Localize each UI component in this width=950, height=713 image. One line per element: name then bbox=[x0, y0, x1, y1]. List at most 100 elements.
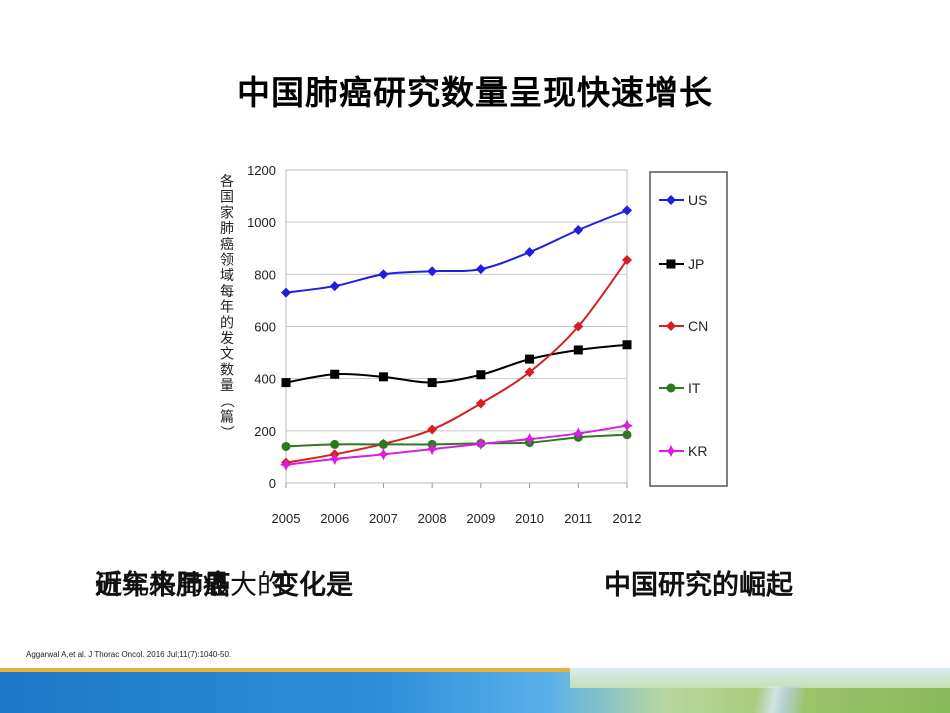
y-axis-label-char: 每 bbox=[220, 284, 234, 300]
series-us-point bbox=[622, 205, 632, 216]
legend-item-jp-label: JP bbox=[688, 256, 704, 272]
series-it-point bbox=[330, 439, 340, 449]
y-axis-label-char: （ bbox=[218, 394, 234, 408]
y-axis-label-char: 家 bbox=[220, 204, 234, 221]
y-tick-label: 200 bbox=[254, 424, 276, 439]
series-us-point bbox=[573, 224, 584, 235]
series-jp-point bbox=[476, 370, 486, 380]
series-group bbox=[280, 205, 633, 471]
caption-right: 中国研究的崛起 bbox=[604, 570, 793, 601]
x-tick-label: 2011 bbox=[564, 511, 592, 526]
series-us-point bbox=[378, 269, 389, 280]
series-it-point bbox=[281, 441, 291, 451]
legend-item-cn-marker bbox=[666, 321, 676, 331]
footer-stripe bbox=[0, 668, 600, 672]
x-tick-label: 2012 bbox=[613, 511, 642, 526]
y-tick-label: 800 bbox=[254, 267, 276, 282]
series-jp-point bbox=[330, 369, 340, 379]
x-tick-label: 2006 bbox=[320, 511, 349, 526]
y-tick-label: 400 bbox=[254, 372, 276, 387]
y-axis-label-char: 文 bbox=[220, 347, 234, 363]
y-axis-label-char: 癌 bbox=[220, 237, 234, 253]
citation: Aggarwal A,et al. J Thorac Oncol. 2016 J… bbox=[26, 650, 232, 659]
x-tick-label: 2008 bbox=[418, 511, 447, 526]
series-cn-point bbox=[475, 398, 486, 409]
legend-item-it: IT bbox=[659, 380, 701, 396]
y-axis-label-char: 肺 bbox=[220, 221, 234, 237]
y-axis-label-char: 国 bbox=[220, 190, 234, 206]
y-axis-label-char: 数 bbox=[220, 362, 234, 378]
series-us-line bbox=[285, 209, 628, 294]
series-kr-point bbox=[328, 453, 341, 466]
series-kr-point bbox=[621, 419, 633, 432]
caption-left-text-c: 变化是 bbox=[272, 570, 353, 601]
footer-banner bbox=[0, 668, 950, 713]
legend-item-us: US bbox=[659, 192, 707, 208]
series-it-point bbox=[378, 439, 388, 449]
series-kr-point bbox=[426, 443, 439, 456]
series-jp-point bbox=[525, 354, 535, 364]
legend-item-kr-label: KR bbox=[688, 443, 707, 459]
series-kr bbox=[280, 419, 633, 471]
legend-item-it-label: IT bbox=[688, 380, 701, 396]
series-jp-point bbox=[427, 378, 437, 388]
x-tick-label: 2009 bbox=[466, 511, 495, 526]
x-tick-label: 2005 bbox=[272, 511, 301, 526]
y-axis-label-char: 域 bbox=[220, 268, 234, 284]
legend: US JP CN IT KR bbox=[649, 171, 728, 487]
caption-left-text-a: 研究格局最大的 bbox=[95, 570, 284, 601]
series-us bbox=[281, 205, 632, 298]
y-tick-labels: 0 200 400 600 800 1000 1200 bbox=[247, 163, 276, 491]
series-kr-point bbox=[572, 427, 585, 440]
y-axis-label-char: 的 bbox=[220, 315, 234, 331]
slide-title: 中国肺癌研究数量呈现快速增长 bbox=[237, 73, 713, 112]
legend-item-jp-marker bbox=[666, 259, 676, 269]
series-us-point bbox=[427, 266, 438, 277]
y-axis-label-char: 年 bbox=[220, 300, 234, 316]
series-cn-point bbox=[524, 367, 535, 378]
legend-item-us-marker bbox=[666, 195, 676, 205]
series-jp bbox=[281, 340, 632, 388]
series-jp-point bbox=[573, 345, 583, 355]
y-axis-label-char: 领 bbox=[220, 253, 234, 269]
series-jp-point bbox=[622, 340, 632, 350]
legend-item-kr-marker bbox=[665, 445, 677, 457]
series-cn-point bbox=[573, 321, 584, 332]
legend-item-it-marker bbox=[666, 383, 676, 393]
y-axis-label-char: 发 bbox=[220, 331, 234, 347]
series-cn-point bbox=[622, 254, 632, 265]
y-axis-label-char: ） bbox=[218, 425, 234, 439]
legend-item-cn-label: CN bbox=[688, 318, 708, 334]
y-tick-label: 1000 bbox=[247, 215, 276, 230]
x-tick-label: 2010 bbox=[515, 511, 544, 526]
series-us-point bbox=[329, 281, 340, 292]
legend-item-cn: CN bbox=[659, 318, 708, 334]
series-us-point bbox=[475, 264, 486, 275]
x-tick-label: 2007 bbox=[369, 511, 398, 526]
footer-landscape bbox=[570, 668, 950, 688]
y-axis-label-char: 各 bbox=[220, 174, 234, 190]
legend-item-kr: KR bbox=[659, 443, 707, 459]
series-us-point bbox=[524, 247, 535, 258]
y-tick-label: 600 bbox=[254, 320, 276, 335]
caption-left-text-b: 近年来肺癌 bbox=[95, 570, 230, 601]
y-tick-label: 1200 bbox=[247, 163, 276, 178]
x-tick-labels: 2005 2006 2007 2008 2009 2010 2011 2012 bbox=[272, 483, 642, 526]
series-cn-point bbox=[427, 424, 438, 435]
series-kr-point bbox=[280, 458, 292, 471]
series-jp-point bbox=[281, 378, 291, 388]
series-it-point bbox=[622, 430, 632, 440]
y-axis-label-char: 篇 bbox=[220, 410, 234, 426]
series-kr-point bbox=[474, 437, 487, 450]
legend-item-jp: JP bbox=[659, 256, 704, 272]
legend-item-us-label: US bbox=[688, 192, 707, 208]
series-kr-point bbox=[377, 448, 390, 461]
series-us-point bbox=[281, 287, 291, 298]
series-kr-point bbox=[523, 433, 536, 446]
grid-lines bbox=[286, 221, 627, 432]
y-tick-label: 0 bbox=[269, 476, 276, 491]
series-jp-point bbox=[378, 372, 388, 382]
footer-road bbox=[720, 686, 840, 713]
